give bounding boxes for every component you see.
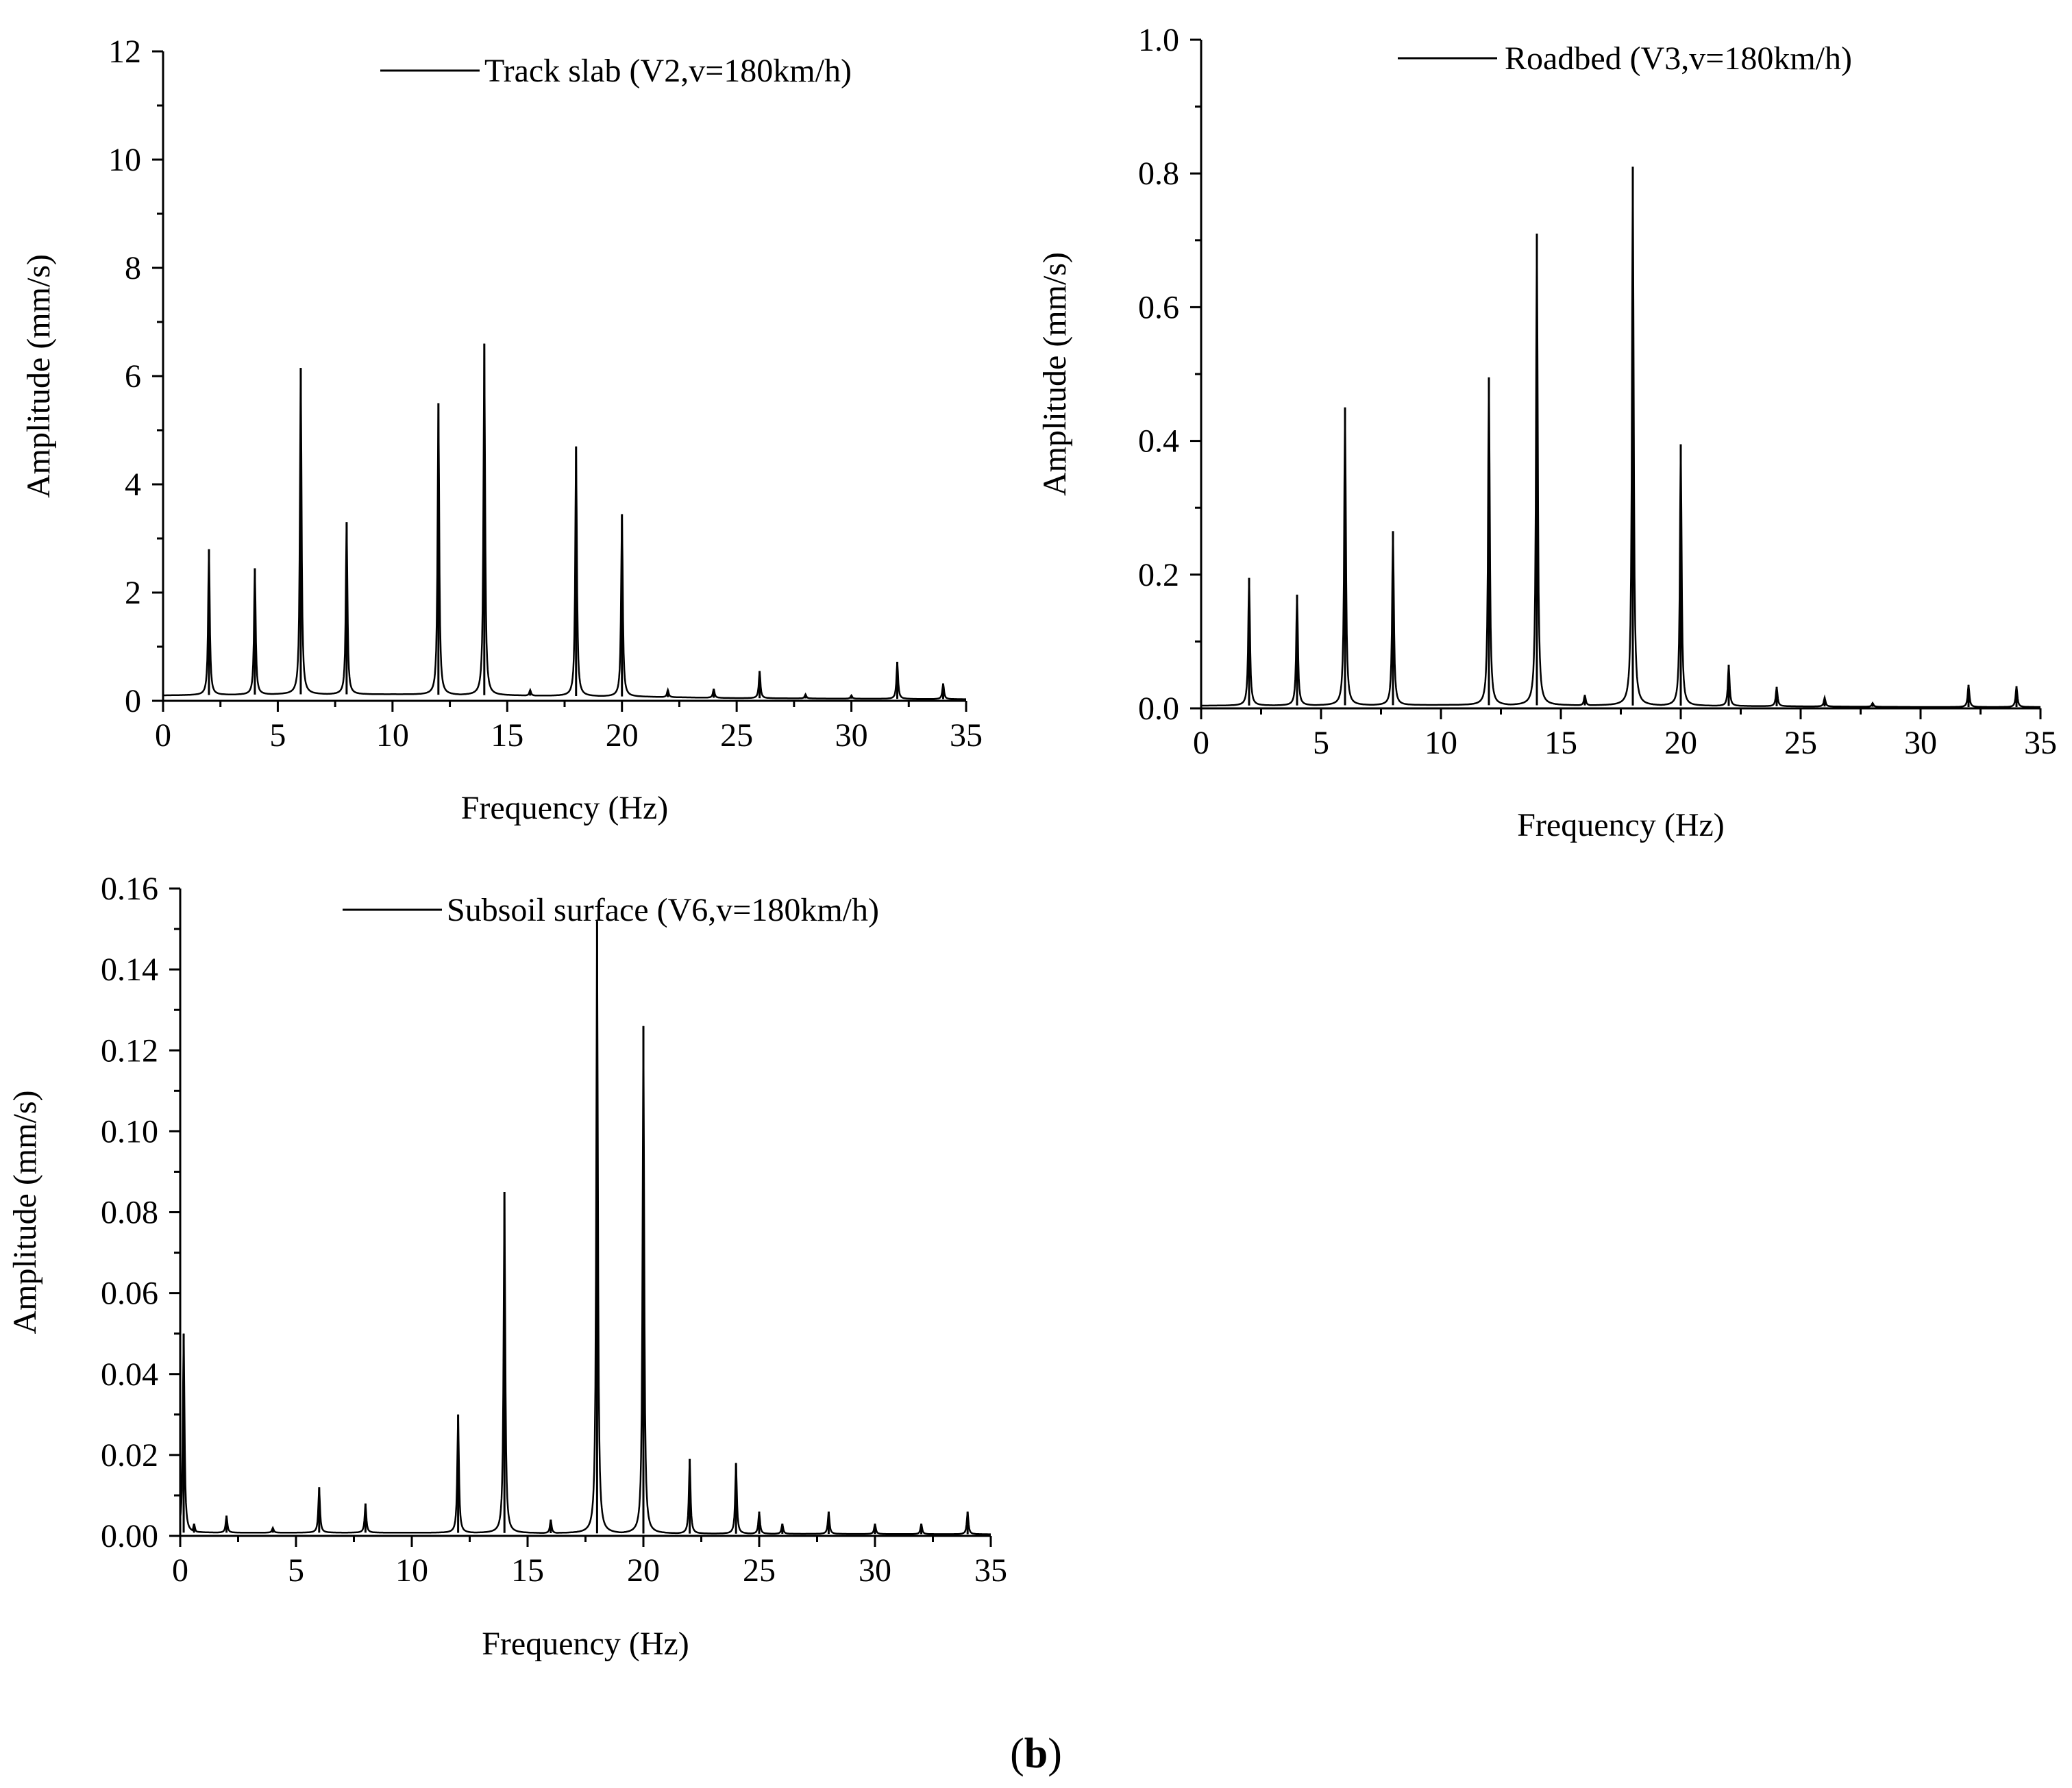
x-tick-label: 15 — [511, 1552, 544, 1589]
x-tick-label: 5 — [269, 717, 286, 754]
y-tick-label: 0.14 — [101, 952, 158, 988]
y-tick-label: 6 — [125, 358, 141, 395]
x-tick-label: 20 — [627, 1552, 660, 1589]
y-tick-label: 0 — [125, 683, 141, 719]
x-tick-label: 5 — [1313, 725, 1329, 761]
y-tick-label: 0.06 — [101, 1276, 158, 1312]
chart-subsoil-surface: 0 5 10 15 20 25 30 35 0.00 0.02 0.04 0.06 0.08 0.10 0.… — [7, 871, 1007, 1662]
figure-caption: (b) — [1010, 1730, 1062, 1777]
legend-label: Roadbed (V3,v=180km/h) — [1505, 40, 1852, 77]
x-tick-label: 15 — [491, 717, 523, 754]
caption-label: b — [1024, 1730, 1048, 1777]
y-tick-label: 0.04 — [101, 1356, 158, 1393]
x-tick-label: 10 — [395, 1552, 428, 1589]
chart-roadbed: 0 5 10 15 20 25 30 35 0.0 0.2 0.4 0.6 0.8 1.0 Frequenc… — [1037, 22, 2057, 843]
y-tick-label: 0.6 — [1138, 289, 1179, 325]
y-tick-label: 0.0 — [1138, 691, 1179, 727]
x-axis-title: Frequency (Hz) — [482, 1626, 689, 1662]
x-tick-label: 25 — [743, 1552, 776, 1589]
y-axis-title: Amplitude (mm/s) — [1037, 252, 1073, 496]
y-tick-label: 4 — [125, 467, 141, 503]
y-axis-title: Amplitude (mm/s) — [21, 254, 57, 498]
x-axis-title: Frequency (Hz) — [1517, 807, 1725, 843]
y-axis-title: Amplitude (mm/s) — [7, 1091, 43, 1334]
x-tick-label: 20 — [606, 717, 639, 754]
series-line — [179, 921, 991, 1535]
legend-label: Subsoil surface (V6,v=180km/h) — [447, 892, 879, 928]
y-tick-label: 1.0 — [1138, 22, 1179, 58]
y-tick-label: 0.00 — [101, 1518, 158, 1554]
x-tick-label: 30 — [1904, 725, 1937, 761]
x-tick-label: 15 — [1544, 725, 1577, 761]
x-axis-title: Frequency (Hz) — [461, 790, 669, 826]
y-tick-label: 0.02 — [101, 1437, 158, 1474]
y-tick-label: 0.8 — [1138, 156, 1179, 192]
x-tick-label: 35 — [2024, 725, 2057, 761]
x-tick-label: 10 — [1424, 725, 1457, 761]
y-tick-label: 12 — [108, 34, 141, 70]
y-tick-label: 0.4 — [1138, 423, 1179, 460]
y-tick-label: 2 — [125, 575, 141, 611]
y-tick-label: 10 — [108, 142, 141, 178]
y-tick-label: 0.10 — [101, 1113, 158, 1150]
x-tick-label: 30 — [835, 717, 868, 754]
x-tick-label: 35 — [950, 717, 983, 754]
chart-track-slab: 0 5 10 15 20 25 30 35 0 2 4 6 8 10 12 Frequency (Hz) Amp… — [21, 34, 983, 826]
y-tick-label: 8 — [125, 250, 141, 286]
x-tick-label: 25 — [1784, 725, 1817, 761]
y-tick-label: 0.08 — [101, 1195, 158, 1231]
y-tick-label: 0.12 — [101, 1032, 158, 1069]
y-tick-label: 0.16 — [101, 871, 158, 907]
x-tick-label: 0 — [1193, 725, 1209, 761]
legend-label: Track slab (V2,v=180km/h) — [484, 53, 852, 89]
x-tick-label: 10 — [376, 717, 409, 754]
x-tick-label: 5 — [288, 1552, 304, 1589]
series-line — [163, 343, 966, 700]
x-tick-label: 25 — [720, 717, 753, 754]
x-tick-label: 35 — [974, 1552, 1007, 1589]
x-tick-label: 20 — [1664, 725, 1697, 761]
x-tick-label: 0 — [155, 717, 171, 754]
series-line — [1201, 166, 2040, 708]
x-tick-label: 0 — [172, 1552, 188, 1589]
y-tick-label: 0.2 — [1138, 557, 1179, 593]
x-tick-label: 30 — [859, 1552, 891, 1589]
